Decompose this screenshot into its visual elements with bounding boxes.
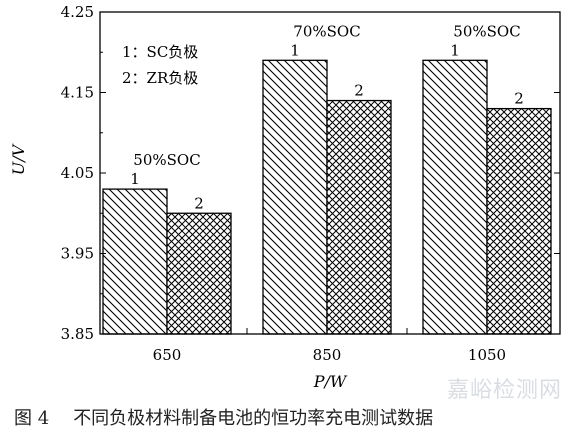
- bar-650-series-2: [166, 212, 232, 335]
- x-axis-label: P/W: [313, 372, 348, 391]
- bar-label-1050-2: 2: [514, 90, 524, 108]
- soc-annotation-1050: 50%SOC: [453, 22, 520, 40]
- y-tick-label-3.95: 3.95: [61, 245, 94, 263]
- y-tick-label-3.85: 3.85: [61, 325, 94, 343]
- y-tick-label-4.05: 4.05: [61, 164, 94, 182]
- figure-caption: 图 4 不同负极材料制备电池的恒功率充电测试数据: [14, 404, 433, 430]
- y-axis: 3.85 3.95 4.05 4.15 4.25: [61, 3, 560, 343]
- x-tick-label-1050: 1050: [468, 346, 506, 364]
- figure-number: 图 4: [14, 408, 50, 429]
- y-tick-label-4.25: 4.25: [61, 3, 94, 21]
- soc-annotation-650: 50%SOC: [133, 151, 200, 169]
- legend-item-sc: 1：SC负极: [122, 43, 198, 61]
- watermark: 嘉峪检测网: [446, 378, 562, 403]
- y-tick-label-4.15: 4.15: [61, 84, 94, 102]
- figure-caption-text: 不同负极材料制备电池的恒功率充电测试数据: [73, 408, 434, 429]
- x-axis: 650 850 1050: [153, 328, 506, 364]
- bar-1050-series-1: [422, 59, 488, 335]
- bar-label-1050-1: 1: [450, 41, 460, 59]
- bars-layer: [102, 59, 552, 335]
- legend: 1：SC负极 2：ZR负极: [122, 43, 198, 87]
- bar-label-650-1: 1: [130, 170, 140, 188]
- bar-850-series-2: [326, 99, 392, 335]
- bar-1050-series-2: [486, 107, 552, 335]
- bar-label-850-1: 1: [290, 41, 300, 59]
- bar-label-850-2: 2: [354, 82, 364, 100]
- x-tick-label-850: 850: [313, 346, 342, 364]
- bar-650-series-1: [102, 188, 168, 335]
- x-tick-label-650: 650: [153, 346, 182, 364]
- y-axis-label: U/V: [9, 143, 28, 175]
- soc-annotation-850: 70%SOC: [293, 22, 360, 40]
- bar-850-series-1: [262, 59, 328, 335]
- legend-item-zr: 2：ZR负极: [122, 69, 198, 87]
- bar-label-650-2: 2: [194, 194, 204, 212]
